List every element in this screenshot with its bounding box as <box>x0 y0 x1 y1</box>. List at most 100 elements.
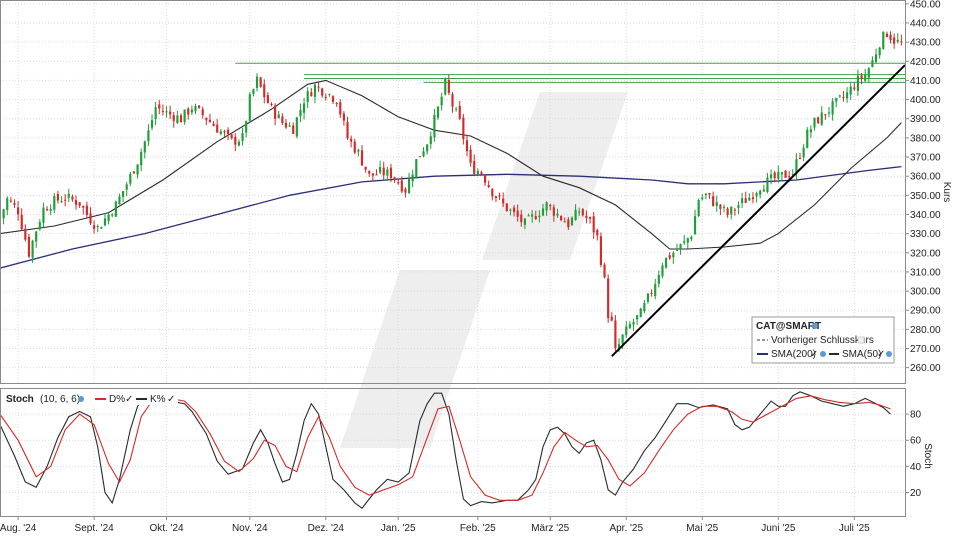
candle-body <box>277 114 280 119</box>
candle-body <box>827 112 831 114</box>
price-tick-label: 340.00 <box>910 210 941 221</box>
candle-body <box>856 75 860 91</box>
price-tick-label: 450.00 <box>910 0 941 10</box>
candle-body <box>549 205 552 207</box>
candle-body <box>588 217 592 219</box>
candle-body <box>690 236 693 240</box>
legend-info-icon[interactable] <box>886 351 892 357</box>
price-tick-label: 360.00 <box>910 172 941 183</box>
candle-body <box>817 117 820 124</box>
candle-body <box>56 193 60 201</box>
candle-body <box>617 343 621 351</box>
candle-body <box>49 208 52 211</box>
price-tick-label: 310.00 <box>910 267 941 278</box>
legend-info-icon[interactable] <box>812 323 818 329</box>
candle-body <box>751 197 755 200</box>
candle-body <box>831 101 834 115</box>
x-tick-label: Jan. '25 <box>381 523 416 534</box>
stoch-d-line <box>0 395 891 501</box>
price-tick-label: 430.00 <box>910 38 941 49</box>
candle-body <box>118 196 121 204</box>
candle-body <box>24 228 27 240</box>
candle-body <box>722 207 726 209</box>
candle-body <box>741 198 744 203</box>
legend-check-icon[interactable]: ✓ <box>877 349 885 360</box>
candle-body <box>835 97 838 102</box>
candle-body <box>38 222 41 230</box>
candle-body <box>400 180 403 192</box>
candle-body <box>806 129 809 148</box>
x-tick-label: Juni '25 <box>761 523 796 534</box>
price-tick-label: 290.00 <box>910 306 941 317</box>
candle-body <box>679 243 682 249</box>
price-tick-label: 330.00 <box>910 229 941 240</box>
candle-body <box>13 203 16 205</box>
stoch-panel-frame <box>0 388 906 517</box>
candle-body <box>755 193 758 197</box>
candle-body <box>570 217 574 226</box>
candle-body <box>625 326 628 336</box>
candle-body <box>509 209 512 211</box>
candle-body <box>712 196 715 206</box>
candle-body <box>599 236 603 265</box>
candle-body <box>686 238 689 243</box>
candle-body <box>458 105 461 119</box>
candle-body <box>505 203 508 211</box>
stoch-check-icon[interactable]: ✓ <box>125 394 133 405</box>
candle-body <box>27 236 31 257</box>
candle-body <box>824 114 827 116</box>
legend-checkbox-previous-close[interactable] <box>857 336 865 344</box>
candle-body <box>179 115 183 123</box>
candle-body <box>643 303 646 312</box>
candle-body <box>531 214 534 217</box>
price-axis-label: Kurs <box>941 182 952 203</box>
candle-body <box>140 151 143 166</box>
candle-body <box>444 78 447 95</box>
candle-body <box>860 75 863 79</box>
legend-check-icon[interactable]: ✓ <box>810 349 818 360</box>
candle-body <box>447 80 450 93</box>
candle-body <box>748 197 751 201</box>
x-tick-label: Okt. '24 <box>149 523 184 534</box>
price-tick-label: 370.00 <box>910 153 941 164</box>
candle-body <box>208 119 212 123</box>
candle-body <box>328 94 331 96</box>
candle-body <box>440 96 443 106</box>
stoch-check-icon[interactable]: ✓ <box>167 394 175 405</box>
candle-body <box>270 103 273 105</box>
stoch-info-icon[interactable] <box>78 396 84 402</box>
legend-item-sma50: SMA(50) <box>842 349 881 360</box>
stoch-legend-k: K% <box>150 394 166 405</box>
candle-body <box>426 144 429 152</box>
candle-body <box>107 214 110 222</box>
price-panel-frame <box>0 0 906 384</box>
candle-body <box>71 196 74 200</box>
candle-body <box>85 205 88 215</box>
candle-body <box>603 264 606 278</box>
candle-body <box>245 121 248 133</box>
candle-body <box>288 125 291 127</box>
candle-body <box>882 31 885 49</box>
candle-body <box>654 284 657 297</box>
x-tick-label: Aug. '24 <box>0 523 37 534</box>
candle-body <box>889 34 892 40</box>
candle-body <box>176 115 179 123</box>
price-tick-label: 300.00 <box>910 287 941 298</box>
candle-body <box>190 109 193 113</box>
candle-body <box>494 196 498 198</box>
candle-body <box>614 320 617 349</box>
candle-body <box>462 117 465 140</box>
candle-body <box>306 91 309 102</box>
candle-body <box>393 177 396 180</box>
legend-info-icon[interactable] <box>820 351 826 357</box>
candle-body <box>379 166 382 173</box>
candle-body <box>737 205 740 209</box>
candle-body <box>183 109 186 123</box>
candle-body <box>451 94 454 107</box>
candle-body <box>274 105 277 119</box>
candle-body <box>646 293 650 302</box>
candle-body <box>302 103 306 113</box>
candle-body <box>664 257 668 268</box>
